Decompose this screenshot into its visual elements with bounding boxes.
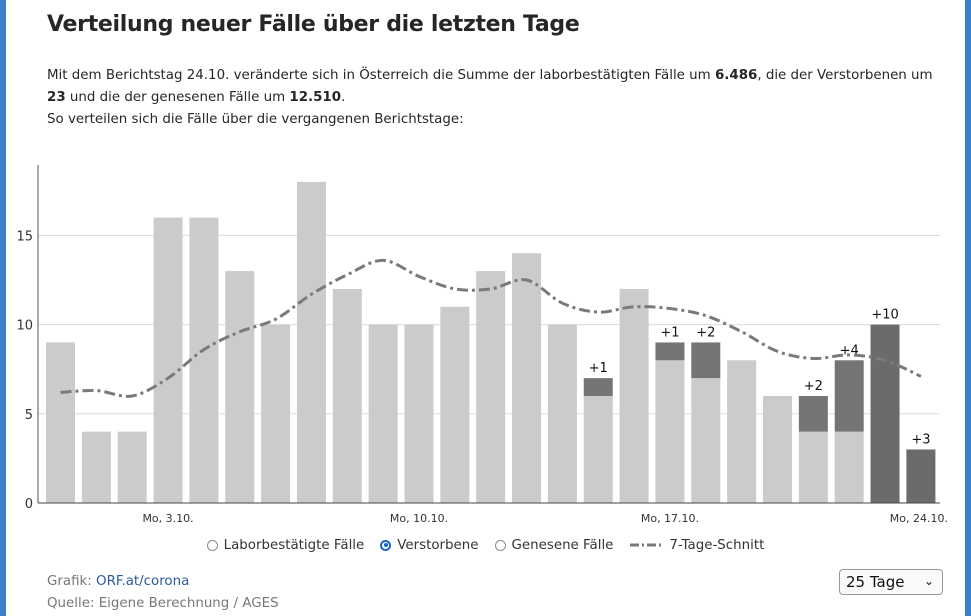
legend-item-recovered[interactable]: Genesene Fälle <box>494 537 614 553</box>
bar-base-21 <box>798 431 828 503</box>
bar-new-18 <box>691 342 721 379</box>
chart-title: Verteilung neuer Fälle über die letzten … <box>47 12 580 37</box>
moving-average-line <box>60 258 922 398</box>
bar-new-15 <box>583 378 613 396</box>
desc-text-line2: So verteilen sich die Fälle über die ver… <box>47 112 464 127</box>
bar-base-9 <box>368 324 398 503</box>
bar-new-24 <box>906 449 936 503</box>
y-tick-label-10: 10 <box>16 319 33 334</box>
right-frame-border <box>965 0 971 616</box>
legend-label-moving-average: 7-Tage-Schnitt <box>669 537 765 553</box>
bar-base-1 <box>81 431 111 503</box>
legend-label-deaths: Verstorbene <box>397 537 479 553</box>
bar-increment-label-21: +2 <box>804 379 823 394</box>
bar-base-4 <box>189 217 219 503</box>
bar-increment-label-24: +3 <box>911 432 930 447</box>
legend-label-lab-confirmed: Laborbestätigte Fälle <box>223 537 365 553</box>
bar-new-22 <box>834 360 864 432</box>
bar-increment-label-17: +1 <box>660 325 679 340</box>
credit-link[interactable]: ORF.at/corona <box>96 574 190 589</box>
desc-text-2: , die der Verstorbenen um <box>757 68 933 83</box>
dash-dot-line-icon <box>630 543 663 547</box>
chart-description: Mit dem Berichtstag 24.10. veränderte si… <box>47 65 947 131</box>
y-tick-label-0: 0 <box>25 497 33 512</box>
bar-base-20 <box>763 395 792 503</box>
bar-new-21 <box>798 395 828 432</box>
bar-base-18 <box>691 378 721 503</box>
chart-legend: Laborbestätigte Fälle Verstorbene Genese… <box>0 534 971 556</box>
legend-item-moving-average[interactable]: 7-Tage-Schnitt <box>629 538 764 553</box>
radio-deaths[interactable] <box>380 539 392 551</box>
bar-new-17 <box>655 342 685 361</box>
bar-increment-label-15: +1 <box>589 361 608 376</box>
legend-label-recovered: Genesene Fälle <box>511 537 614 553</box>
bar-base-19 <box>727 360 757 503</box>
bar-base-8 <box>332 288 362 503</box>
desc-value-deaths: 23 <box>47 90 66 105</box>
desc-text-3: und die der genesenen Fälle um <box>65 90 290 105</box>
legend-item-lab-confirmed[interactable]: Laborbestätigte Fälle <box>206 537 365 553</box>
desc-text-1: Mit dem Berichtstag 24.10. veränderte si… <box>47 68 715 83</box>
bar-base-3 <box>153 217 183 503</box>
time-range-select[interactable]: 25 Tage ⌄ <box>839 569 943 595</box>
desc-value-recovered: 12.510 <box>289 90 342 105</box>
bar-base-12 <box>476 271 506 503</box>
chevron-down-icon: ⌄ <box>923 574 934 588</box>
source-line: Quelle: Eigene Berechnung / AGES <box>47 596 279 611</box>
y-tick-label-5: 5 <box>25 408 33 423</box>
bar-base-10 <box>404 324 434 503</box>
bar-base-0 <box>46 342 75 503</box>
time-range-value: 25 Tage <box>846 573 905 591</box>
legend-item-deaths[interactable]: Verstorbene <box>380 537 479 553</box>
radio-recovered[interactable] <box>494 539 506 551</box>
x-tick-label-3: Mo, 3.10. <box>142 512 193 525</box>
bar-base-2 <box>117 431 147 503</box>
left-frame-border <box>0 0 6 616</box>
desc-value-lab: 6.486 <box>714 68 758 83</box>
chart-footer: Grafik: ORF.at/corona Quelle: Eigene Ber… <box>47 571 279 615</box>
bar-new-23 <box>870 324 900 503</box>
desc-text-4: . <box>341 90 346 105</box>
y-tick-label-15: 15 <box>16 229 33 244</box>
bar-increment-label-18: +2 <box>696 325 715 340</box>
bar-base-13 <box>512 253 542 503</box>
x-tick-label-24: Mo, 24.10. <box>890 512 948 525</box>
bar-base-16 <box>619 288 649 503</box>
credit-line: Grafik: ORF.at/corona <box>47 571 279 593</box>
bar-base-14 <box>547 324 577 503</box>
x-tick-label-10: Mo, 10.10. <box>390 512 448 525</box>
bar-base-6 <box>261 324 291 503</box>
bar-base-17 <box>655 360 685 503</box>
x-tick-label-17: Mo, 17.10. <box>641 512 699 525</box>
bar-base-5 <box>225 271 255 503</box>
bar-increment-label-23: +10 <box>871 308 898 323</box>
credit-label: Grafik: <box>47 574 97 589</box>
bar-increment-label-22: +4 <box>840 343 859 358</box>
bar-base-7 <box>296 181 326 503</box>
radio-lab-confirmed[interactable] <box>206 539 218 551</box>
bar-base-11 <box>440 306 470 503</box>
bar-base-22 <box>834 431 864 503</box>
bar-base-15 <box>583 395 613 503</box>
